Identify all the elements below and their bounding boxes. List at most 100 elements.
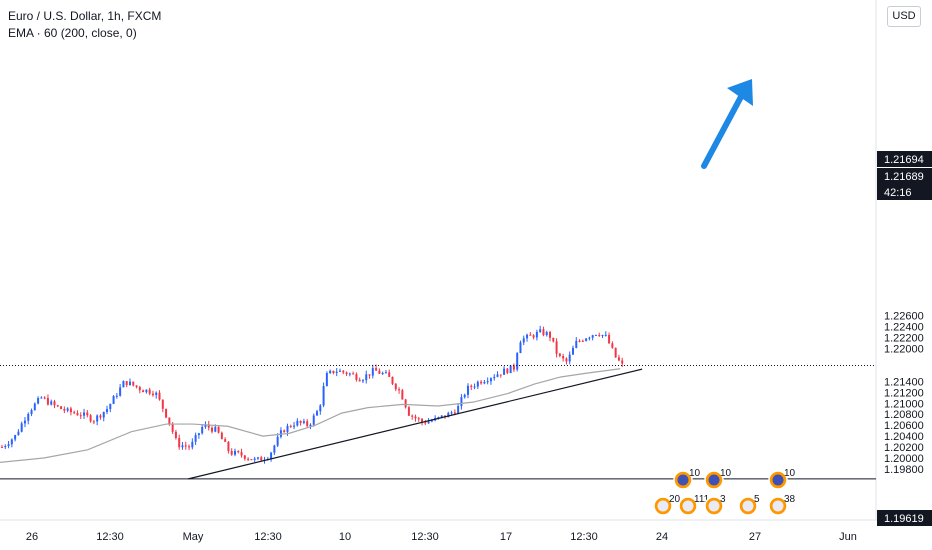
- candle-body: [529, 334, 532, 336]
- candle-body: [201, 426, 204, 434]
- candle-body: [233, 450, 236, 455]
- candle-body: [437, 417, 440, 419]
- price-tag[interactable]: [877, 151, 932, 167]
- candle-body: [1, 447, 3, 449]
- candle-body: [483, 381, 486, 384]
- x-tick-label: Jun: [839, 531, 857, 543]
- candle-body: [289, 425, 292, 427]
- y-tick-label: 1.20600: [884, 420, 924, 432]
- indicator-label[interactable]: EMA · 60 (200, close, 0): [8, 26, 137, 40]
- candle-body: [476, 381, 479, 387]
- candle-body: [562, 356, 565, 359]
- x-tick-label: May: [183, 531, 204, 543]
- y-tick-label: 1.20400: [884, 431, 924, 443]
- candle-body: [4, 445, 7, 448]
- event-count-label: 5: [754, 494, 760, 505]
- candle-body: [575, 340, 578, 348]
- event-flag-icon: [772, 500, 784, 512]
- candle-body: [197, 433, 200, 436]
- candle-body: [283, 430, 286, 433]
- candle-body: [427, 421, 430, 424]
- candle-body: [355, 374, 358, 380]
- candle-body: [466, 385, 469, 395]
- candle-body: [496, 374, 499, 377]
- candle-body: [155, 392, 158, 396]
- ema-line[interactable]: [0, 368, 621, 463]
- chart-legend: Euro / U.S. Dollar, 1h, FXCM EMA · 60 (2…: [8, 8, 161, 42]
- x-tick-label: 26: [26, 531, 38, 543]
- candle-body: [532, 335, 535, 338]
- candle-body: [430, 420, 433, 422]
- candle-body: [338, 370, 341, 372]
- candle-body: [161, 399, 164, 409]
- x-tick-label: 27: [749, 531, 761, 543]
- candle-body: [204, 424, 207, 427]
- event-flag-icon: [657, 500, 669, 512]
- candle-body: [526, 334, 529, 339]
- candle-body: [168, 417, 171, 424]
- price-tag[interactable]: [877, 184, 932, 200]
- candle-body: [99, 415, 102, 418]
- y-tick-label: 1.21200: [884, 387, 924, 399]
- y-tick-label: 1.21000: [884, 398, 924, 410]
- candle-body: [148, 389, 151, 394]
- candle-body: [151, 393, 154, 396]
- candle-body: [135, 385, 138, 388]
- candle-body: [499, 374, 502, 376]
- price-tag[interactable]: [877, 168, 932, 184]
- candle-body: [585, 338, 588, 341]
- event-count-label: 111: [694, 494, 710, 505]
- trendline[interactable]: [188, 368, 643, 480]
- candle-body: [578, 340, 581, 342]
- candle-body: [361, 380, 364, 382]
- candle-body: [115, 395, 118, 397]
- candle-body: [486, 381, 489, 383]
- price-axis-panel[interactable]: [876, 0, 932, 550]
- candle-body: [381, 373, 384, 375]
- candle-body: [211, 427, 214, 432]
- y-tick-label: 1.20800: [884, 409, 924, 421]
- candle-body: [581, 340, 584, 342]
- candle-body: [50, 401, 53, 405]
- price-tag-label: 1.21689: [884, 171, 924, 183]
- candle-body: [568, 354, 571, 362]
- candle-body: [89, 415, 92, 422]
- symbol-title[interactable]: Euro / U.S. Dollar, 1h, FXCM: [8, 9, 162, 23]
- candle-body: [358, 379, 361, 382]
- price-tag[interactable]: [877, 510, 932, 526]
- candle-body: [145, 389, 148, 393]
- candle-body: [276, 436, 279, 446]
- candle-body: [384, 372, 387, 374]
- candle-body: [33, 403, 36, 411]
- candle-body: [565, 358, 568, 362]
- up-arrow-head[interactable]: [727, 79, 753, 106]
- y-tick-label: 1.22000: [884, 344, 924, 356]
- candle-body: [247, 458, 250, 460]
- currency-button[interactable]: USD: [887, 6, 921, 27]
- candle-body: [453, 412, 456, 414]
- candle-body: [260, 457, 263, 461]
- candle-body: [312, 415, 315, 425]
- candle-body: [132, 381, 135, 386]
- x-tick-label: 12:30: [411, 531, 439, 543]
- candle-body: [519, 342, 522, 354]
- candle-body: [604, 334, 607, 336]
- candle-body: [332, 370, 335, 373]
- candle-body: [368, 374, 371, 376]
- candle-body: [286, 425, 289, 433]
- candle-body: [109, 403, 112, 410]
- candle-body: [450, 412, 453, 414]
- candle-body: [96, 415, 99, 422]
- event-count-label: 3: [720, 494, 726, 505]
- price-tag-label: 1.19619: [884, 513, 924, 525]
- up-arrow-shaft[interactable]: [701, 90, 746, 169]
- candle-body: [10, 439, 13, 445]
- event-count-label: 10: [689, 468, 701, 479]
- candle-body: [112, 396, 115, 404]
- candle-body: [73, 412, 76, 414]
- candle-body: [329, 370, 332, 374]
- candle-body: [571, 347, 574, 355]
- candle-body: [92, 421, 95, 423]
- candle-body: [345, 372, 348, 375]
